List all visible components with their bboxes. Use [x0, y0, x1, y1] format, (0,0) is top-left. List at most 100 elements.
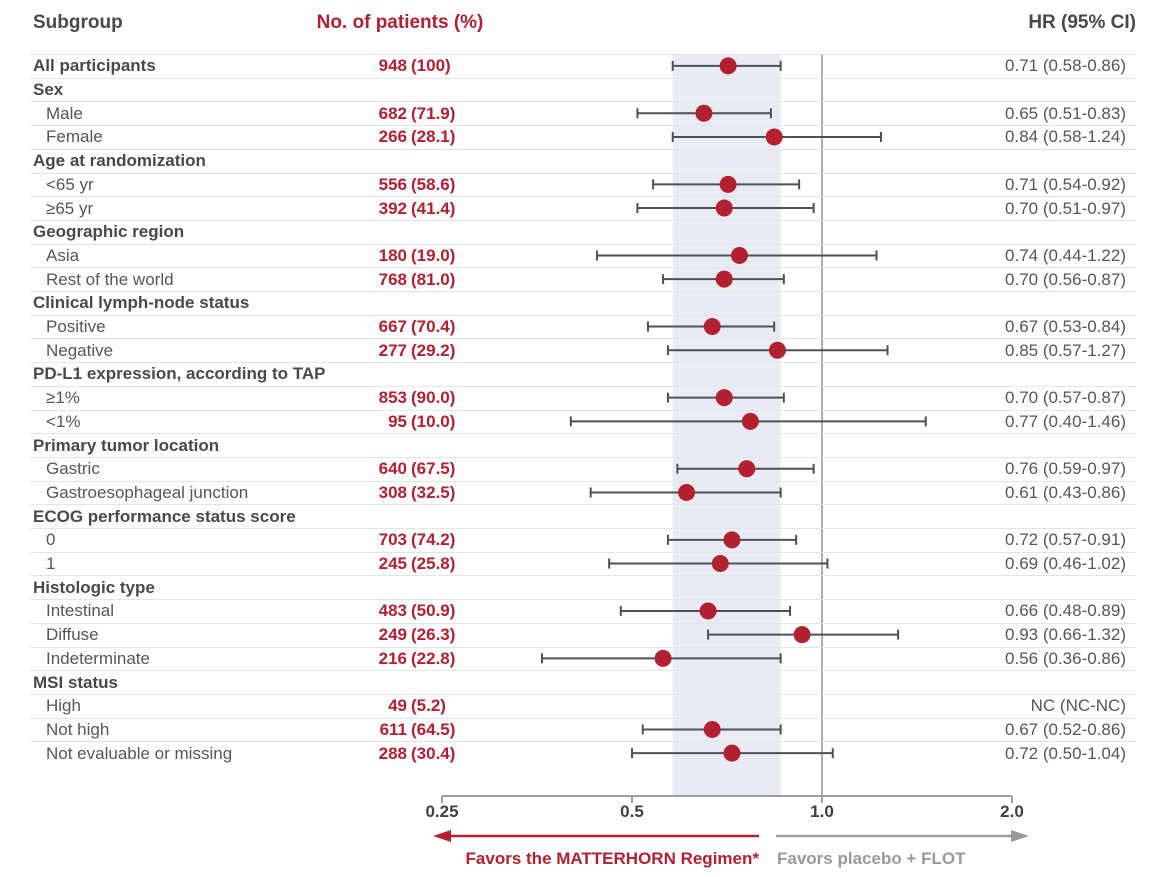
subgroup-label: Histologic type — [33, 577, 155, 597]
patient-percent: (70.4) — [411, 317, 456, 337]
subgroup-label: Sex — [33, 80, 64, 100]
table-row: <1% 95 (10.0) 0.77 (0.40-1.46) — [30, 409, 1136, 434]
table-row: High 49 (5.2) NC (NC-NC) — [30, 693, 1136, 718]
table-row: Indeterminate 216 (22.8) 0.56 (0.36-0.86… — [30, 646, 1136, 671]
patient-count: 640 — [378, 459, 407, 479]
subgroup-label: Negative — [46, 340, 114, 360]
column-header-patients: No. of patients (%) — [316, 12, 484, 33]
table-row: All participants 948 (100) 0.71 (0.58-0.… — [30, 54, 1136, 78]
patient-count: 95 — [388, 411, 407, 431]
table-row: PD-L1 expression, according to TAP — [30, 362, 1136, 386]
subgroup-label: 1 — [46, 554, 56, 574]
patient-count: 611 — [379, 719, 407, 739]
table-row: Gastroesophageal junction 308 (32.5) 0.6… — [30, 480, 1136, 505]
subgroup-label: ECOG performance status score — [33, 506, 296, 526]
hr-value: 0.66 (0.48-0.89) — [1005, 601, 1126, 621]
patient-percent: (100) — [411, 56, 451, 76]
patient-percent: (67.5) — [411, 459, 456, 479]
patient-count: 249 — [378, 625, 407, 645]
table-row: ECOG performance status score — [30, 504, 1136, 528]
hr-value: 0.84 (0.58-1.24) — [1005, 127, 1126, 147]
patient-percent: (30.4) — [411, 743, 456, 763]
subgroup-label: <1% — [46, 411, 81, 431]
subgroup-label: All participants — [33, 56, 156, 76]
hr-value: 0.77 (0.40-1.46) — [1005, 411, 1126, 431]
table-row: Histologic type — [30, 575, 1136, 599]
table-row: Not high 611 (64.5) 0.67 (0.52-0.86) — [30, 717, 1136, 742]
table-row: 1 245 (25.8) 0.69 (0.46-1.02) — [30, 551, 1136, 576]
patient-count: 768 — [378, 269, 407, 289]
hr-value: 0.65 (0.51-0.83) — [1005, 103, 1126, 123]
table-row: Intestinal 483 (50.9) 0.66 (0.48-0.89) — [30, 599, 1136, 623]
patient-count: 948 — [378, 56, 407, 76]
hr-value: 0.71 (0.54-0.92) — [1005, 174, 1126, 194]
table-row: 0 703 (74.2) 0.72 (0.57-0.91) — [30, 528, 1136, 552]
subgroup-label: Rest of the world — [46, 269, 174, 289]
patient-percent: (41.4) — [411, 198, 456, 218]
favors-left-label: Favors the MATTERHORN Regimen* — [465, 849, 759, 868]
subgroup-label: <65 yr — [46, 174, 94, 194]
subgroup-label: Clinical lymph-node status — [33, 293, 250, 313]
patient-percent: (32.5) — [411, 482, 456, 502]
subgroup-label: Primary tumor location — [33, 435, 220, 455]
hr-value: 0.69 (0.46-1.02) — [1005, 554, 1126, 574]
patient-percent: (29.2) — [411, 340, 456, 360]
table-row: Female 266 (28.1) 0.84 (0.58-1.24) — [30, 125, 1136, 149]
patient-count: 703 — [378, 530, 407, 550]
subgroup-label: Gastroesophageal junction — [46, 482, 249, 502]
hr-value: 0.67 (0.53-0.84) — [1005, 317, 1126, 337]
axis-tick-label: 0.5 — [620, 802, 644, 821]
subgroup-label: MSI status — [33, 672, 119, 692]
table-row: ≥1% 853 (90.0) 0.70 (0.57-0.87) — [30, 385, 1136, 410]
subgroup-label: Asia — [46, 245, 80, 265]
subgroup-label: Intestinal — [46, 601, 115, 621]
subgroup-label: Female — [46, 127, 103, 147]
table-row: Positive 667 (70.4) 0.67 (0.53-0.84) — [30, 314, 1136, 339]
table-row: Clinical lymph-node status — [30, 291, 1136, 315]
hr-value: 0.61 (0.43-0.86) — [1005, 482, 1126, 502]
subgroup-label: Indeterminate — [46, 648, 150, 668]
table-row: Diffuse 249 (26.3) 0.93 (0.66-1.32) — [30, 622, 1136, 647]
hr-value: 0.72 (0.57-0.91) — [1005, 530, 1126, 550]
patient-count: 667 — [378, 317, 407, 337]
hr-value: 0.74 (0.44-1.22) — [1005, 245, 1126, 265]
table-row: ≥65 yr 392 (41.4) 0.70 (0.51-0.97) — [30, 196, 1136, 220]
favors-right-label: Favors placebo + FLOT — [777, 849, 966, 868]
table-row: Male 682 (71.9) 0.65 (0.51-0.83) — [30, 101, 1136, 125]
patient-count: 288 — [378, 743, 407, 763]
patient-percent: (5.2) — [411, 696, 446, 716]
subgroup-label: ≥1% — [46, 388, 80, 408]
subgroup-label: 0 — [46, 530, 56, 550]
hr-value: 0.76 (0.59-0.97) — [1005, 459, 1126, 479]
table-row: Sex — [30, 77, 1136, 102]
patient-percent: (90.0) — [411, 388, 456, 408]
hr-value: 0.71 (0.58-0.86) — [1005, 56, 1126, 76]
subgroup-label: Male — [46, 103, 83, 123]
hr-value: NC (NC-NC) — [1030, 696, 1126, 716]
axis-tick-label: 1.0 — [810, 802, 834, 821]
table-row: Not evaluable or missing 288 (30.4) 0.72… — [30, 741, 1136, 765]
patient-count: 216 — [378, 648, 407, 668]
patient-count: 682 — [378, 103, 407, 123]
column-header-subgroup: Subgroup — [33, 12, 123, 33]
table-row: Rest of the world 768 (81.0) 0.70 (0.56-… — [30, 267, 1136, 291]
subgroup-label: Not evaluable or missing — [46, 743, 233, 763]
patient-count: 266 — [378, 127, 407, 147]
table-row: Geographic region — [30, 219, 1136, 244]
patient-count: 277 — [378, 340, 407, 360]
hr-value: 0.93 (0.66-1.32) — [1005, 625, 1126, 645]
patient-count: 853 — [378, 388, 407, 408]
patient-count: 556 — [378, 174, 407, 194]
hr-value: 0.72 (0.50-1.04) — [1005, 743, 1126, 763]
patient-percent: (81.0) — [411, 269, 456, 289]
patient-percent: (50.9) — [411, 601, 456, 621]
table-row: Gastric 640 (67.5) 0.76 (0.59-0.97) — [30, 456, 1136, 481]
hr-value: 0.85 (0.57-1.27) — [1005, 340, 1126, 360]
patient-percent: (25.8) — [411, 554, 456, 574]
patient-count: 180 — [378, 245, 407, 265]
subgroup-label: Age at randomization — [33, 151, 206, 171]
patient-percent: (71.9) — [411, 103, 456, 123]
patient-percent: (22.8) — [411, 648, 456, 668]
